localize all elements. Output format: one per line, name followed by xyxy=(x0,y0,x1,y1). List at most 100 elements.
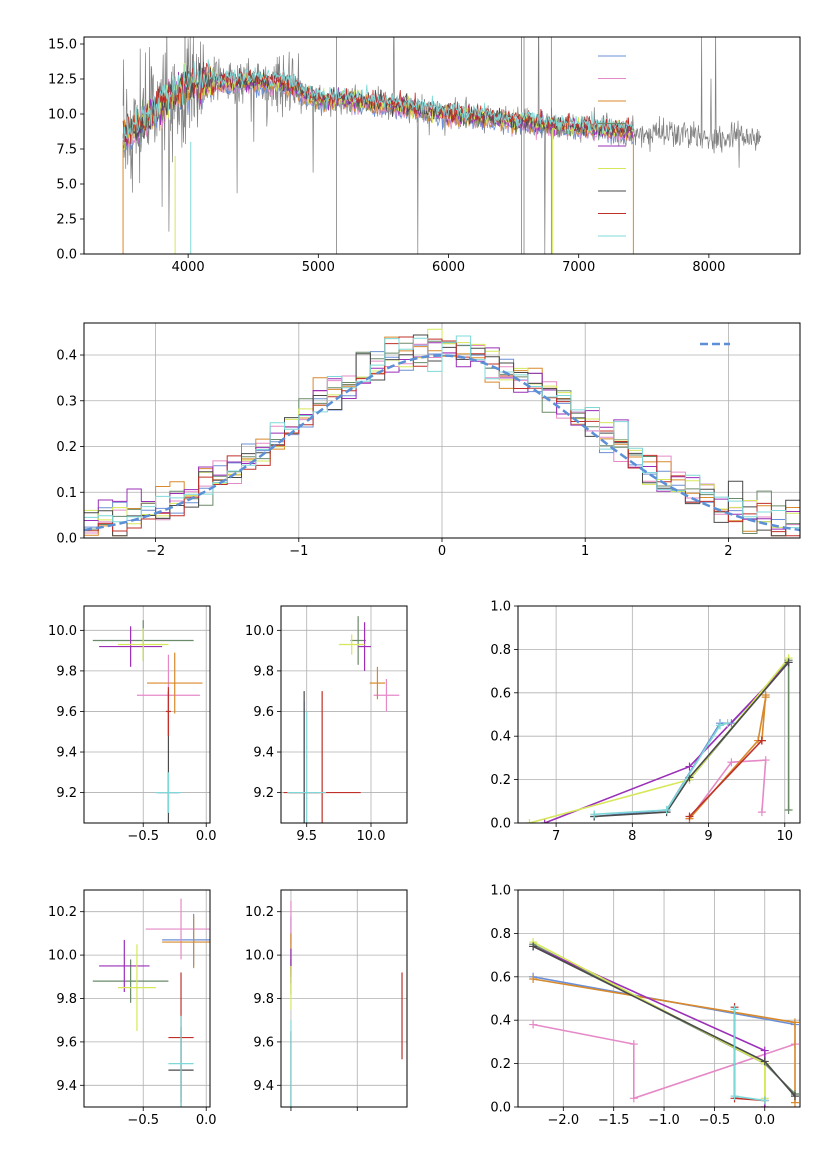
y-tick-label: 0.4 xyxy=(490,1014,511,1029)
y-tick-label: 9.4 xyxy=(253,746,274,761)
x-tick-label: −1 xyxy=(289,544,308,559)
y-tick-label: 5.0 xyxy=(56,178,77,193)
x-tick-label: −0.5 xyxy=(127,829,159,844)
y-tick-label: 9.6 xyxy=(253,705,274,720)
y-tick-label: 0.6 xyxy=(490,686,511,701)
y-tick-label: 0.4 xyxy=(56,349,77,364)
weight-marker xyxy=(790,1092,799,1101)
x-tick-label: 10.0 xyxy=(357,829,386,844)
x-tick-label: 8000 xyxy=(692,260,725,275)
y-tick-label: 9.6 xyxy=(56,1035,77,1050)
weight-line xyxy=(688,759,767,820)
y-tick-label: 9.6 xyxy=(56,705,77,720)
axes-frame xyxy=(517,605,801,824)
x-tick-label: 8 xyxy=(628,829,636,844)
plot-area xyxy=(84,890,210,1107)
y-tick-label: 9.6 xyxy=(253,1035,274,1050)
x-tick-label: 6000 xyxy=(432,260,465,275)
weight-line xyxy=(688,739,763,818)
weight-marker xyxy=(760,1046,769,1055)
x-tick-label: 4000 xyxy=(172,260,205,275)
y-tick-label: 0.2 xyxy=(490,1057,511,1072)
y-tick-label: 0.2 xyxy=(56,440,77,455)
y-tick-label: 10.0 xyxy=(48,949,77,964)
weight-line xyxy=(594,661,790,818)
weight-marker xyxy=(784,658,793,667)
y-tick-label: 15.0 xyxy=(48,38,77,53)
plot-area xyxy=(84,606,210,823)
weight-marker xyxy=(760,1057,769,1066)
x-tick-label: −0.5 xyxy=(699,1113,731,1128)
weight-marker xyxy=(685,812,694,821)
y-tick-label: 0.3 xyxy=(56,394,77,409)
y-tick-label: 10.2 xyxy=(48,905,77,920)
plot-area xyxy=(518,606,800,823)
histogram-step xyxy=(84,328,800,528)
y-tick-label: 7.5 xyxy=(56,143,77,158)
axes-frame xyxy=(280,605,408,824)
y-tick-label: 9.2 xyxy=(253,786,274,801)
weight-vs-z-panel: −2.0 −1.5 −1.0 −0.5 0.0 0.0 0.2 0.4 0.6 0.8 1.0 xyxy=(490,884,801,1128)
grid xyxy=(281,606,407,823)
axes-frame xyxy=(517,889,801,1108)
y-tick-label: 1.0 xyxy=(490,884,511,899)
x-tick-label: −1.0 xyxy=(648,1113,680,1128)
plot-area xyxy=(84,323,800,538)
y-tick-label: 10.0 xyxy=(48,624,77,639)
grid xyxy=(84,606,210,823)
histogram-step xyxy=(84,336,800,537)
mass-vs-z-panel: −0.5 0.0 9.4 9.6 9.8 10.0 10.2 xyxy=(48,889,217,1128)
y-tick-label: 9.4 xyxy=(56,746,77,761)
x-tick-label: 2 xyxy=(724,544,732,559)
model-spectrum-line xyxy=(122,59,634,147)
y-tick-label: 9.8 xyxy=(253,664,274,679)
weight-marker xyxy=(761,690,770,699)
y-tick-label: 0.8 xyxy=(490,643,511,658)
x-tick-label: −1.5 xyxy=(598,1113,630,1128)
x-tick-label: 9.5 xyxy=(296,829,317,844)
y-tick-label: 9.8 xyxy=(56,992,77,1007)
weight-marker xyxy=(757,808,766,817)
x-tick-label: −2.0 xyxy=(548,1113,580,1128)
weight-line xyxy=(532,1023,796,1100)
weight-marker xyxy=(790,1018,799,1027)
y-tick-label: 0.0 xyxy=(490,1101,511,1116)
weight-marker xyxy=(757,736,766,745)
weight-marker xyxy=(715,721,724,730)
weight-marker xyxy=(529,942,538,951)
y-tick-label: 2.5 xyxy=(56,213,77,228)
x-tick-label: 0.0 xyxy=(196,1113,217,1128)
weight-marker xyxy=(529,1020,538,1029)
y-tick-label: 9.4 xyxy=(253,1079,274,1094)
y-tick-label: 9.2 xyxy=(56,786,77,801)
weight-line xyxy=(594,661,790,818)
weight-marker xyxy=(529,974,538,983)
weight-marker xyxy=(590,810,599,819)
weight-marker xyxy=(784,805,793,814)
y-tick-label: 10.0 xyxy=(245,624,274,639)
y-tick-label: 0.2 xyxy=(490,773,511,788)
x-tick-label: 5000 xyxy=(302,260,335,275)
axes-frame xyxy=(280,889,408,1108)
axes-frame xyxy=(83,605,211,824)
weight-vs-age-panel: 7 8 9 10 0.0 0.2 0.4 0.6 0.8 1.0 xyxy=(490,600,801,844)
weight-marker xyxy=(629,1094,638,1103)
normal-curve xyxy=(84,354,800,532)
weight-line xyxy=(532,945,766,1107)
grid xyxy=(518,890,800,1107)
mass-vs-ebv-panel: 9.4 9.6 9.8 10.0 10.2 xyxy=(245,889,408,1111)
axes-frame xyxy=(83,36,801,255)
age-vs-z-panel: −0.5 0.0 9.2 9.4 9.6 9.8 10.0 xyxy=(48,605,217,844)
y-tick-label: 9.8 xyxy=(56,664,77,679)
x-tick-label: −2 xyxy=(146,544,165,559)
x-tick-label: 1 xyxy=(581,544,589,559)
y-tick-label: 10.0 xyxy=(245,949,274,964)
weight-marker xyxy=(760,1096,769,1105)
grid xyxy=(518,606,800,823)
y-tick-label: 0.4 xyxy=(490,730,511,745)
x-tick-label: 10 xyxy=(776,829,793,844)
axes-frame xyxy=(83,889,211,1108)
grid xyxy=(84,890,210,1107)
weight-marker xyxy=(662,805,671,814)
